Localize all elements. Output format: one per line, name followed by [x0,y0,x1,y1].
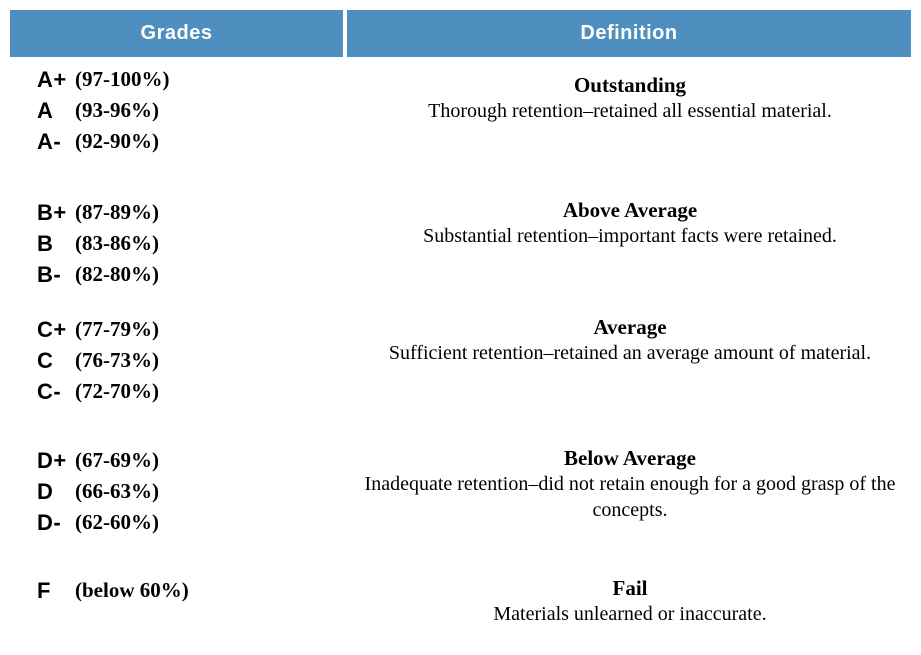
grade-range: (92-90%) [75,129,159,153]
grade-letter: C [37,347,54,373]
definition-cell: Below Average Inadequate retention–did n… [345,445,915,538]
grade-line: A- (92-90%) [37,126,345,157]
grades-column-header: Grades [140,22,213,44]
grade-range: (62-60%) [75,510,159,534]
grade-section-c: C+ (77-79%) C (76-73%) C- (72-70%) Avera… [0,314,921,407]
definition-column-header: Definition [580,22,678,44]
grade-range: (76-73%) [75,348,159,372]
table-body: A+ (97-100%) A (93-96%) A- (92-90%) Outs… [0,57,921,627]
grade-section-b: B+ (87-89%) B (83-86%) B- (82-80%) Above… [0,197,921,290]
grade-range: (87-89%) [75,200,159,224]
grade-letter: B- [37,261,62,287]
grade-range: (83-86%) [75,231,159,255]
definition-title: Fail [612,576,648,600]
definition-text: Substantial retention–important facts we… [423,225,837,247]
grade-line: D (66-63%) [37,476,345,507]
grade-range: (72-70%) [75,379,159,403]
definition-cell: Fail Materials unlearned or inaccurate. [345,575,915,627]
grade-range: (below 60%) [75,578,189,602]
grade-range: (77-79%) [75,317,159,341]
grades-cell: F (below 60%) [0,575,345,627]
grade-letter: D [37,478,54,504]
definition-text: Materials unlearned or inaccurate. [493,603,767,625]
grade-letter: B [37,230,54,256]
grade-letter: B+ [37,199,67,225]
definition-cell: Average Sufficient retention–retained an… [345,314,915,407]
grade-range: (93-96%) [75,98,159,122]
definition-text: Sufficient retention–retained an average… [388,342,872,364]
grades-cell: A+ (97-100%) A (93-96%) A- (92-90%) [0,64,345,157]
grade-range: (66-63%) [75,479,159,503]
definition-cell: Outstanding Thorough retention–retained … [345,64,915,157]
grade-range: (97-100%) [75,67,170,91]
grade-line: C (76-73%) [37,345,345,376]
grade-line: D- (62-60%) [37,507,345,538]
definition-title: Average [593,315,667,339]
grades-cell: C+ (77-79%) C (76-73%) C- (72-70%) [0,314,345,407]
grades-cell: D+ (67-69%) D (66-63%) D- (62-60%) [0,445,345,538]
definition-title: Below Average [564,446,696,470]
grade-line: C+ (77-79%) [37,314,345,345]
grade-line: B+ (87-89%) [37,197,345,228]
grade-line: A+ (97-100%) [37,64,345,95]
definition-title: Above Average [562,198,698,222]
grade-range: (67-69%) [75,448,159,472]
grade-letter: C+ [37,316,67,342]
grades-cell: B+ (87-89%) B (83-86%) B- (82-80%) [0,197,345,290]
grade-line: C- (72-70%) [37,376,345,407]
grade-letter: D- [37,509,62,535]
definition-text: Thorough retention–retained all essentia… [428,100,832,122]
grade-letter: A [37,97,54,123]
grade-section-d: D+ (67-69%) D (66-63%) D- (62-60%) Below… [0,445,921,538]
grade-section-a: A+ (97-100%) A (93-96%) A- (92-90%) Outs… [0,64,921,157]
definition-text: Inadequate retention–did not retain enou… [364,473,896,521]
grade-line: A (93-96%) [37,95,345,126]
grade-line: D+ (67-69%) [37,445,345,476]
grade-line: B- (82-80%) [37,259,345,290]
grade-letter: F [37,577,51,603]
grade-range: (82-80%) [75,262,159,286]
grade-line: B (83-86%) [37,228,345,259]
grade-letter: C- [37,378,62,404]
column-divider [343,10,347,57]
grade-letter: A+ [37,66,67,92]
definition-cell: Above Average Substantial retention–impo… [345,197,915,290]
grade-line: F (below 60%) [37,575,345,606]
grade-section-f: F (below 60%) Fail Materials unlearned o… [0,575,921,627]
definition-title: Outstanding [573,73,687,97]
table-header-row: Grades Definition [10,10,911,57]
grade-letter: D+ [37,447,67,473]
grade-letter: A- [37,128,62,154]
